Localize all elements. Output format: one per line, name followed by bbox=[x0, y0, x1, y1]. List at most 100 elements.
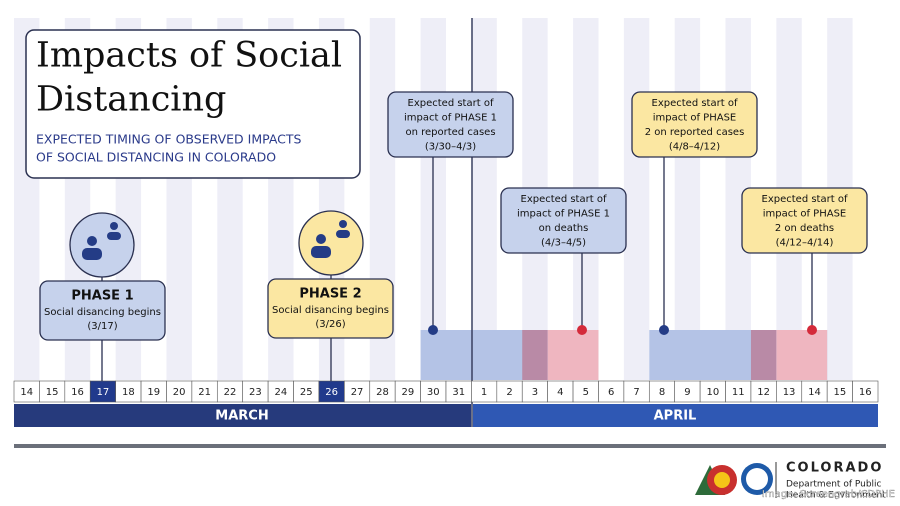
day-label: 23 bbox=[249, 387, 262, 398]
person-head bbox=[87, 236, 97, 246]
month-bar bbox=[473, 404, 878, 427]
phase-title: PHASE 1 bbox=[71, 289, 133, 304]
day-label: 27 bbox=[351, 387, 364, 398]
callout-text: Expected start of bbox=[521, 194, 607, 205]
callout-text: on reported cases bbox=[405, 127, 495, 138]
phase-icon bbox=[298, 210, 364, 276]
phase-text: Social disancing begins bbox=[44, 307, 161, 318]
day-label: 30 bbox=[427, 387, 440, 398]
day-label: 2 bbox=[506, 387, 512, 398]
stripe bbox=[471, 18, 497, 380]
start-dot bbox=[659, 325, 669, 335]
day-label: 19 bbox=[147, 387, 160, 398]
callout-text: (4/8–4/12) bbox=[669, 142, 720, 153]
start-dot bbox=[428, 325, 438, 335]
timeline: 14 15 16 17 18 19 20 21 22 23 24 25 26 27 28 29 30 31 1 2 3 4… bbox=[13, 91, 879, 427]
callout-box bbox=[631, 91, 758, 158]
person-body bbox=[336, 230, 350, 238]
person-head bbox=[316, 234, 326, 244]
person-body bbox=[311, 246, 331, 258]
day-label: 5 bbox=[583, 387, 589, 398]
day-label: 22 bbox=[224, 387, 237, 398]
callout-text: (4/3–4/5) bbox=[541, 238, 586, 249]
day-label: 1 bbox=[481, 387, 487, 398]
start-dot bbox=[577, 325, 587, 335]
day-label: 7 bbox=[633, 387, 639, 398]
day-label: 17 bbox=[97, 387, 110, 398]
title-frame bbox=[25, 29, 361, 179]
day-label: 20 bbox=[173, 387, 186, 398]
day-label: 14 bbox=[20, 387, 33, 398]
phase-text: (3/17) bbox=[87, 321, 117, 332]
dept-line: Department of Public bbox=[786, 480, 882, 490]
callout-box bbox=[387, 91, 514, 158]
month-label: APRIL bbox=[654, 409, 697, 424]
impact-band bbox=[547, 330, 599, 380]
day-label: 18 bbox=[122, 387, 135, 398]
stripe bbox=[674, 18, 701, 380]
person-body bbox=[107, 232, 121, 240]
month-label: MARCH bbox=[215, 409, 268, 424]
callout-text: impact of PHASE bbox=[653, 113, 736, 124]
day-label: 16 bbox=[859, 387, 872, 398]
start-dot bbox=[807, 325, 817, 335]
callout-text: Expected start of bbox=[408, 98, 494, 109]
person-body bbox=[82, 248, 102, 260]
impact-band bbox=[750, 330, 777, 380]
phase-icon bbox=[69, 212, 135, 278]
day-label: 10 bbox=[706, 387, 719, 398]
day-label: 15 bbox=[46, 387, 59, 398]
day-label: 6 bbox=[608, 387, 614, 398]
day-label: 9 bbox=[684, 387, 690, 398]
impact-bands bbox=[420, 330, 828, 380]
day-label: 29 bbox=[402, 387, 415, 398]
callout-text: Expected start of bbox=[652, 98, 738, 109]
callout-text: impact of PHASE 1 bbox=[404, 113, 497, 124]
phase-box bbox=[39, 280, 166, 341]
day-label: 12 bbox=[757, 387, 770, 398]
phase-box bbox=[267, 278, 394, 339]
day-label: 14 bbox=[808, 387, 821, 398]
day-label: 13 bbox=[783, 387, 796, 398]
person-head bbox=[339, 220, 347, 228]
month-bar bbox=[14, 404, 471, 427]
impact-band bbox=[776, 330, 828, 380]
day-label: 3 bbox=[532, 387, 538, 398]
callout-text: impact of PHASE bbox=[763, 209, 846, 220]
impact-band bbox=[522, 330, 548, 380]
day-label: 15 bbox=[834, 387, 847, 398]
callout-text: (3/30–4/3) bbox=[425, 142, 476, 153]
callout-text: 2 on reported cases bbox=[645, 127, 745, 138]
day-cell bbox=[852, 380, 879, 403]
subtitle-line: EXPECTED TIMING OF OBSERVED IMPACTS bbox=[36, 132, 302, 147]
dept-line: Health & Environment bbox=[786, 491, 886, 501]
day-label: 16 bbox=[71, 387, 84, 398]
person-head bbox=[110, 222, 118, 230]
phase-text: Social disancing begins bbox=[272, 305, 389, 316]
title-box: Impacts of Social Distancing EXPECTED TI… bbox=[25, 29, 361, 179]
logo: COLORADO Department of Public Health & E… bbox=[695, 461, 895, 501]
org-name: COLORADO bbox=[786, 461, 883, 476]
callout-box bbox=[741, 187, 868, 254]
day-label: 21 bbox=[198, 387, 211, 398]
phase-text: (3/26) bbox=[315, 319, 345, 330]
callout-box bbox=[500, 187, 627, 254]
day-label: 4 bbox=[557, 387, 563, 398]
day-label: 28 bbox=[376, 387, 389, 398]
subtitle-line: OF SOCIAL DISTANCING IN COLORADO bbox=[36, 150, 276, 165]
title-line: Impacts of Social bbox=[36, 36, 342, 76]
stripe bbox=[623, 18, 650, 380]
day-label: 26 bbox=[325, 387, 338, 398]
callout-text: Expected start of bbox=[762, 194, 848, 205]
image-credit: Image: Screengrab/CDPHE bbox=[762, 489, 895, 500]
day-label: 24 bbox=[274, 387, 287, 398]
callout-text: impact of PHASE 1 bbox=[517, 209, 610, 220]
callout-text: on deaths bbox=[539, 223, 589, 234]
callout-text: 2 on deaths bbox=[775, 223, 834, 234]
day-label: 25 bbox=[300, 387, 313, 398]
title-line: Distancing bbox=[36, 80, 226, 120]
callout-text: (4/12–4/14) bbox=[776, 238, 834, 249]
day-label: 11 bbox=[732, 387, 745, 398]
phase-title: PHASE 2 bbox=[299, 287, 361, 302]
